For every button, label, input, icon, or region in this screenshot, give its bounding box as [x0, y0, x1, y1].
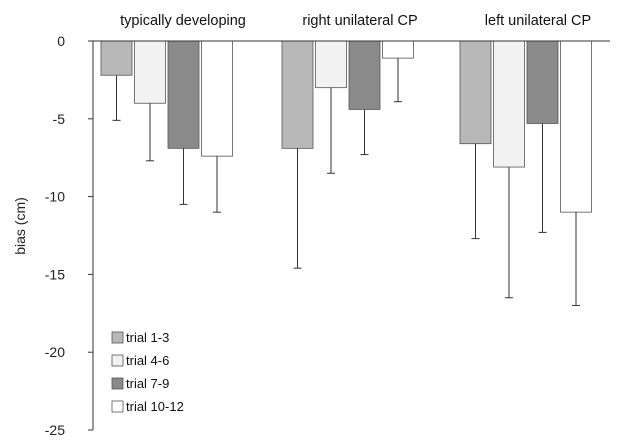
bar [493, 40, 525, 168]
legend-swatch [111, 377, 124, 390]
legend-swatch [111, 331, 124, 344]
category-labels: typically developing right unilateral CP l… [120, 13, 591, 29]
bar [201, 40, 233, 157]
bar [526, 40, 559, 124]
bar [382, 40, 414, 59]
bar [100, 40, 133, 76]
legend-label: trial 1-3 [126, 330, 169, 345]
y-tick-label: -20 [45, 344, 65, 360]
plot-area [100, 40, 592, 307]
y-tick-label: -5 [53, 111, 66, 127]
y-tick-label: 0 [57, 33, 65, 49]
bar [281, 40, 314, 149]
y-tick-label: -10 [45, 189, 65, 205]
category-label: left unilateral CP [485, 13, 591, 29]
y-axis: 0 -5 -10 -15 -20 -25 [45, 33, 610, 438]
bar [459, 40, 492, 145]
legend-label: trial 10-12 [126, 399, 184, 414]
bar [167, 40, 200, 149]
category-label: right unilateral CP [302, 13, 417, 29]
y-axis-title: bias (cm) [12, 197, 28, 255]
bar [134, 40, 166, 104]
legend-label: trial 4-6 [126, 353, 169, 368]
y-tick-label: -25 [45, 422, 65, 438]
legend-label: trial 7-9 [126, 376, 169, 391]
bar [315, 40, 347, 89]
bar [560, 40, 592, 213]
legend-swatch [111, 400, 124, 413]
bar [348, 40, 381, 110]
legend: trial 1-3 trial 4-6 trial 7-9 trial 10-12 [111, 330, 184, 414]
category-label: typically developing [120, 13, 246, 29]
legend-swatch [111, 354, 124, 367]
y-tick-label: -15 [45, 266, 65, 282]
